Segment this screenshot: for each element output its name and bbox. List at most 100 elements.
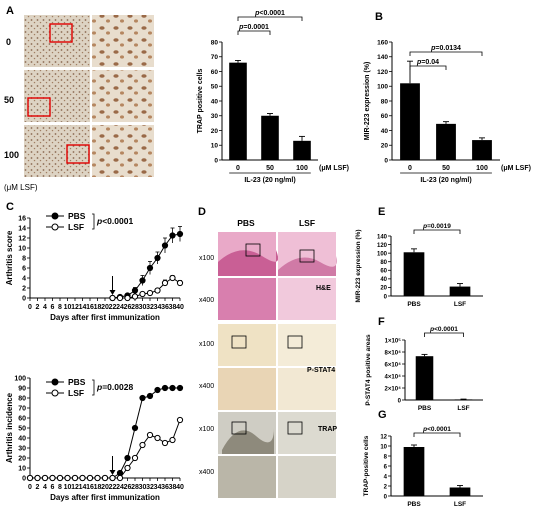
- panel-e-bar-chart: E 0 20 40 60 80 100 120 140 MIR-223 expression (%…: [355, 206, 483, 308]
- chart-e-category-0: PBS: [407, 301, 421, 308]
- chart-a-ylabel: TRAP positive cells: [197, 68, 204, 133]
- micrograph-a-0-high: [92, 15, 154, 67]
- chart-a-ytick-label-4: 40: [211, 98, 219, 105]
- chart-c2-ylabel: Arthritis incidence: [5, 392, 14, 463]
- chart-c2-xtick-label-17: 34: [154, 484, 162, 491]
- histology-he-lsf-x400: [278, 278, 336, 320]
- panel-d-mag-2: x400: [199, 297, 214, 304]
- histology-trap-lsf-x100: [278, 412, 336, 454]
- chart-a-ytick-label-3: 30: [211, 113, 219, 120]
- panel-g-bar-chart: G 0 2 4 6 8 10 12 TRAP-positive cells PBS LSF p<0.0…: [363, 409, 483, 508]
- chart-c1-series-1-point-9: [176, 279, 184, 287]
- chart-c2-legend-label-0: PBS: [68, 377, 86, 387]
- chart-g-ytick-label-4: 8: [384, 454, 388, 460]
- zoom-box-a-50: [27, 97, 51, 117]
- chart-g-ytick-label-5: 10: [380, 444, 387, 450]
- chart-f-ylabel: P-STAT4 positive areas: [365, 334, 372, 406]
- chart-f-pvalue-label-0: p<0.0001: [429, 326, 458, 333]
- chart-a-ytick-label-5: 50: [211, 84, 219, 91]
- chart-g-ytick-label-3: 6: [384, 464, 388, 470]
- chart-c2-xtick-label-13: 26: [124, 484, 132, 491]
- chart-e-category-1: LSF: [454, 301, 466, 308]
- chart-c1-series-0-point-4: [139, 277, 146, 284]
- chart-a-ytick-label-0: 0: [214, 157, 218, 164]
- chart-c1-xtick-label-2: 4: [43, 304, 47, 311]
- chart-c1-series-1-point-3: [131, 293, 139, 300]
- chart-c1-series-1-line: [112, 277, 181, 299]
- chart-f-category-1: LSF: [457, 405, 469, 412]
- chart-a-pvalue-bracket-1: [237, 30, 271, 35]
- zoom-box-a-0: [49, 23, 73, 43]
- chart-c1-legend-label-0: PBS: [68, 211, 86, 221]
- chart-c2-xlabel: Days after first immunization: [50, 493, 160, 502]
- chart-e-pvalue-bracket-0: [413, 229, 461, 234]
- chart-e-ytick-label-1: 20: [380, 286, 387, 292]
- chart-e-ytick-label-2: 40: [380, 277, 387, 283]
- chart-c1-xtick-label-9: 18: [94, 304, 102, 311]
- chart-f-ytick-label-2: 4×10⁴: [385, 374, 402, 380]
- chart-c2-xtick-label-14: 28: [131, 484, 139, 491]
- chart-c2-xtick-label-2: 4: [43, 484, 47, 491]
- chart-c1-xtick-label-19: 38: [169, 304, 177, 311]
- histology-he-lsf-x100-tissue: [278, 256, 337, 276]
- panel-f-bar-chart: F 0 2×10⁴ 4×10⁴ 6×10⁴ 8×10⁴ 1×10⁵ P-STAT4 posit…: [365, 316, 483, 412]
- chart-c2-series-0-point-17: [154, 386, 161, 394]
- chart-c2-xtick-label-3: 6: [51, 484, 55, 491]
- chart-c2-ytick-label-9: 90: [18, 386, 26, 393]
- chart-a-group-label: IL-23 (20 ng/ml): [244, 177, 295, 184]
- panel-a-row-label-100: 100: [4, 150, 19, 160]
- chart-c2-series-1-point-6: [71, 474, 79, 482]
- chart-c1-ytick-label-1: 2: [22, 286, 26, 293]
- micrograph-a-50-high: [92, 70, 154, 122]
- chart-c1-ytick-label-8: 16: [18, 216, 26, 223]
- inset-box-trap-lsf: [287, 421, 303, 435]
- panel-d-stain-he: H&E: [316, 285, 331, 292]
- panel-d-col-lsf: LSF: [299, 218, 315, 228]
- micrograph-a-0-low: [24, 15, 90, 67]
- chart-e-bar-1: [449, 286, 471, 296]
- chart-c2-xtick-label-16: 32: [146, 484, 154, 491]
- chart-c2-series-1-point-15: [139, 441, 146, 449]
- chart-c2-series-1-point-18: [161, 439, 169, 447]
- chart-c2-series-1-point-13: [124, 464, 131, 472]
- chart-c2-ytick-label-1: 10: [18, 466, 26, 473]
- inset-box-stat4-pbs: [231, 335, 247, 349]
- chart-c1-series-1-point-0: [109, 294, 116, 302]
- chart-c2-ytick-label-10: 100: [14, 376, 26, 383]
- chart-c2-series-1-point-20: [176, 416, 184, 424]
- chart-c2-series-1-point-19: [169, 436, 176, 444]
- chart-b-pvalue-label-0: p=0.0134: [430, 45, 461, 52]
- chart-c1-arrow-head: [109, 290, 116, 295]
- chart-a-unit-label: (μM LSF): [319, 165, 349, 172]
- chart-a-ytick-label-8: 80: [211, 39, 219, 46]
- chart-b-ytick-label-7: 140: [377, 54, 388, 61]
- chart-c2-xtick-label-8: 16: [86, 484, 94, 491]
- chart-c2-xtick-label-0: 0: [28, 484, 32, 491]
- chart-c2-xtick-label-4: 8: [58, 484, 62, 491]
- chart-g-ytick-label-0: 0: [384, 494, 388, 500]
- inset-box-he-lsf: [299, 249, 315, 263]
- chart-c1-series-1-point-7: [161, 279, 169, 287]
- chart-f-ytick-label-4: 8×10⁴: [385, 350, 402, 356]
- chart-b-bar-0: [400, 83, 420, 160]
- chart-c1-xtick-label-13: 26: [124, 304, 132, 311]
- chart-c2-series-1-point-16: [146, 431, 154, 439]
- chart-f-letter: F: [378, 316, 385, 328]
- chart-b-ytick-label-5: 100: [377, 84, 388, 91]
- chart-a-pvalue-label-0: p<0.0001: [254, 10, 285, 17]
- panel-a-bar-chart: 0 10 20 30 40 50 60 70 80 TRAP positive cells 0 50 1…: [197, 10, 349, 184]
- chart-c1-xtick-label-12: 24: [116, 304, 124, 311]
- chart-b-ytick-label-0: 0: [384, 157, 388, 164]
- chart-c2-legend-marker-1: [51, 389, 59, 397]
- panel-d-stain-stat4: P-STAT4: [307, 367, 335, 374]
- panel-a-unit-label: (μM LSF): [4, 183, 38, 192]
- chart-c1-series-1-point-1: [116, 294, 124, 302]
- chart-b-ytick-label-8: 160: [377, 39, 388, 46]
- chart-c2-series-1-point-7: [79, 474, 86, 482]
- chart-c1-ytick-label-2: 4: [22, 276, 26, 283]
- histology-stat4-lsf-x400: [278, 368, 336, 410]
- chart-g-ylabel: TRAP-positive cells: [363, 435, 370, 496]
- chart-c1-xtick-label-5: 10: [64, 304, 72, 311]
- chart-f-bar-0: [415, 356, 434, 400]
- chart-c2-series-0-point-16: [146, 392, 154, 400]
